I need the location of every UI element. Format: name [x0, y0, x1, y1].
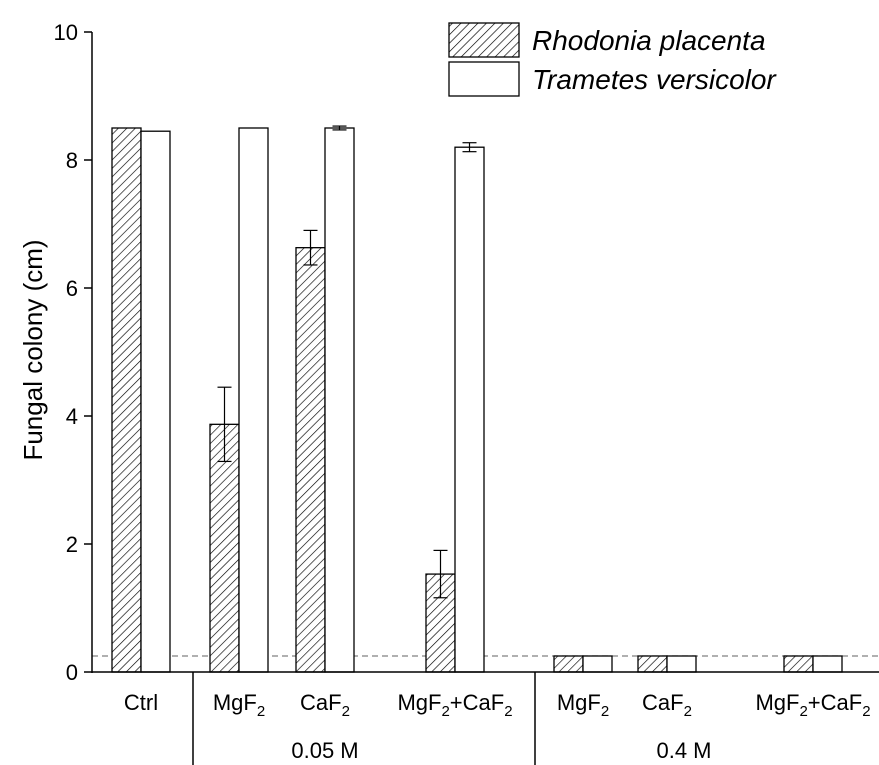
x-tick-label-part: CaF: [642, 690, 684, 715]
x-tick-label-part: +CaF: [808, 690, 862, 715]
x-tick-label-subscript: 2: [441, 703, 449, 720]
x-tick-label-subscript: 2: [799, 703, 807, 720]
legend-label: Rhodonia placenta: [532, 25, 766, 56]
y-axis-label: Fungal colony (cm): [18, 239, 48, 460]
x-tick-label-part: MgF: [557, 690, 601, 715]
y-tick-label: 4: [66, 404, 78, 429]
x-tick-label-part: Ctrl: [124, 690, 158, 715]
bar: [454, 146, 485, 673]
x-tick-label: Ctrl: [124, 690, 158, 715]
bar: [637, 655, 668, 673]
x-tick-label-subscript: 2: [257, 703, 265, 720]
bar: [295, 247, 326, 673]
y-tick-label: 2: [66, 532, 78, 557]
x-tick-label: MgF2: [213, 690, 265, 720]
y-tick-label: 0: [66, 660, 78, 685]
x-tick-label-subscript: 2: [862, 703, 870, 720]
bar: [553, 655, 584, 673]
group-label: 0.05 M: [291, 738, 358, 763]
x-tick-label-part: CaF: [300, 690, 342, 715]
legend-label: Trametes versicolor: [532, 64, 777, 95]
x-tick-label-part: MgF: [755, 690, 799, 715]
legend-swatch: [448, 22, 520, 58]
bar: [783, 655, 814, 673]
y-tick-label: 8: [66, 148, 78, 173]
x-tick-label: MgF2: [557, 690, 609, 720]
bar: [324, 127, 355, 673]
bar: [140, 130, 171, 673]
group-label: 0.4 M: [656, 738, 711, 763]
x-tick-label: CaF2: [300, 690, 350, 720]
x-tick-label-subscript: 2: [601, 703, 609, 720]
x-tick-label: MgF2+CaF2: [755, 690, 870, 720]
legend-swatch: [448, 61, 520, 97]
bar: [582, 655, 613, 673]
x-tick-label-part: MgF: [213, 690, 257, 715]
bar: [812, 655, 843, 673]
y-tick-label: 10: [54, 20, 78, 45]
bar: [666, 655, 697, 673]
x-tick-label-part: MgF: [397, 690, 441, 715]
y-tick-label: 6: [66, 276, 78, 301]
x-tick-label-subscript: 2: [504, 703, 512, 720]
x-tick-label-part: +CaF: [450, 690, 504, 715]
x-tick-label-subscript: 2: [684, 703, 692, 720]
x-tick-label-subscript: 2: [342, 703, 350, 720]
bar: [238, 127, 269, 673]
x-tick-label: CaF2: [642, 690, 692, 720]
x-tick-label: MgF2+CaF2: [397, 690, 512, 720]
bar: [111, 127, 142, 673]
